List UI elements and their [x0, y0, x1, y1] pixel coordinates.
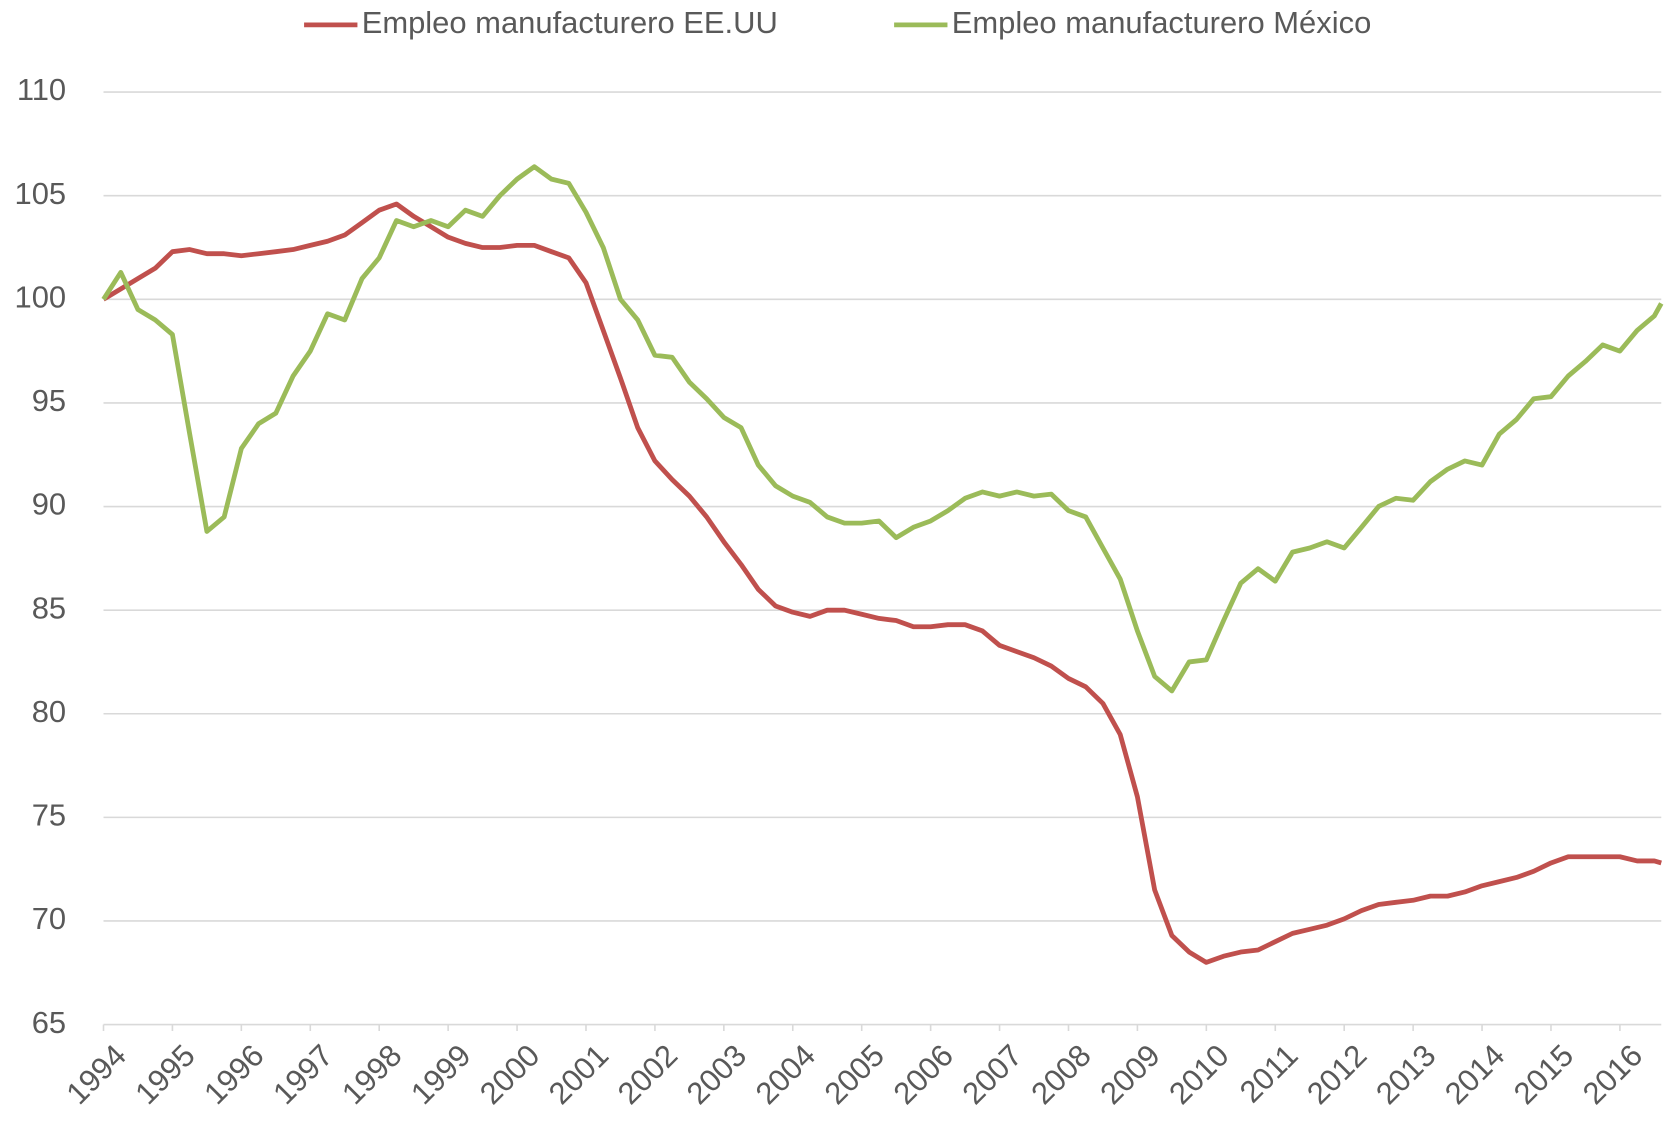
x-tick-label: 2013 — [1369, 1038, 1442, 1111]
x-tick-label: 2007 — [955, 1038, 1028, 1111]
x-tick-label: 2000 — [473, 1038, 546, 1111]
x-tick-label: 1996 — [197, 1038, 270, 1111]
x-tick-label: 1995 — [128, 1038, 201, 1111]
y-tick-label: 110 — [17, 72, 66, 107]
series-line — [101, 164, 1664, 694]
x-tick-label: 2008 — [1024, 1038, 1097, 1111]
x-tick-label: 1998 — [335, 1038, 408, 1111]
x-tick-label: 2015 — [1507, 1038, 1580, 1111]
y-tick-label: 90 — [32, 487, 66, 522]
x-tick-label: 2011 — [1233, 1038, 1305, 1110]
x-tick-label: 2016 — [1576, 1038, 1649, 1111]
x-tick-label: 2006 — [887, 1038, 960, 1111]
y-tick-label: 100 — [15, 279, 67, 314]
y-tick-label: 80 — [32, 694, 66, 729]
x-tick-label: 2004 — [749, 1038, 822, 1111]
legend-label: Empleo manufacturero EE.UU — [362, 5, 778, 40]
y-tick-label: 70 — [32, 901, 66, 936]
x-tick-label: 2012 — [1300, 1038, 1373, 1111]
y-tick-label: 85 — [32, 590, 66, 625]
x-tick-label: 2014 — [1438, 1038, 1511, 1111]
legend-label: Empleo manufacturero México — [952, 5, 1372, 40]
x-tick-label: 2009 — [1093, 1038, 1166, 1111]
x-tick-label: 1997 — [266, 1038, 339, 1111]
x-tick-label: 2003 — [680, 1038, 753, 1111]
x-tick-label: 2002 — [611, 1038, 684, 1111]
y-tick-label: 65 — [32, 1005, 66, 1040]
y-tick-label: 95 — [32, 383, 66, 418]
x-tick-label: 2005 — [818, 1038, 891, 1111]
series-line — [102, 201, 1662, 965]
x-tick-label: 1994 — [59, 1038, 132, 1111]
x-tick-label: 1999 — [404, 1038, 477, 1111]
x-tick-label: 2001 — [542, 1038, 615, 1111]
x-tick-label: 2010 — [1162, 1038, 1235, 1111]
y-tick-label: 75 — [32, 798, 66, 833]
y-tick-label: 105 — [15, 176, 67, 211]
